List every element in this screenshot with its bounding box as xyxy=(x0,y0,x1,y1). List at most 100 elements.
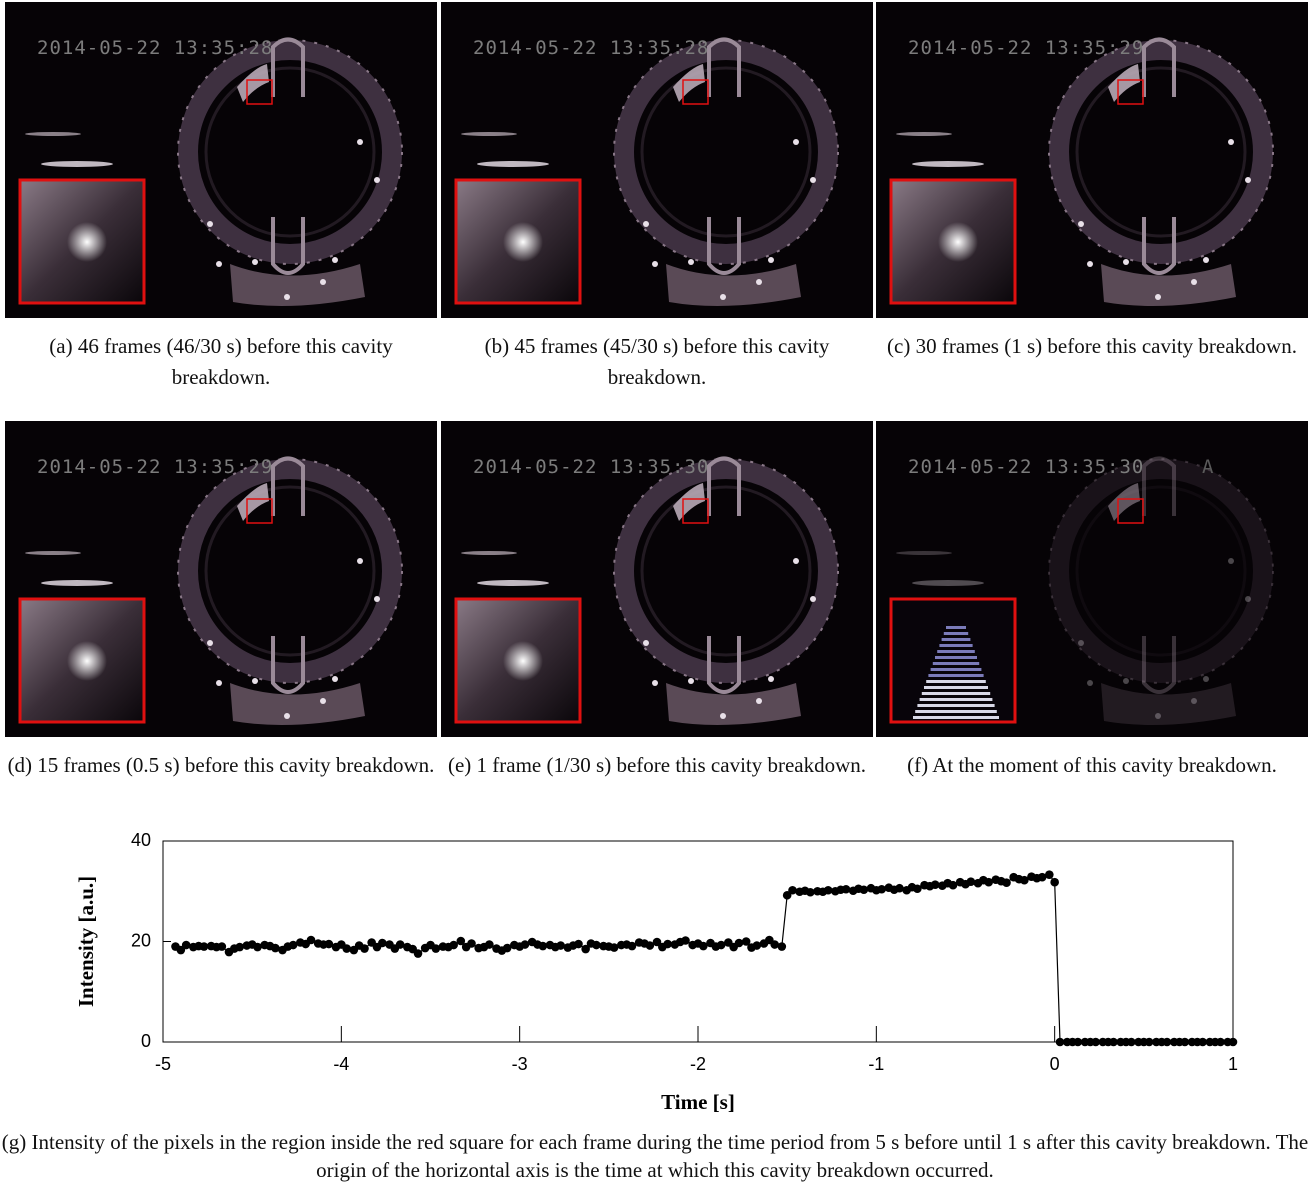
inset-stripe xyxy=(913,716,999,719)
panel-caption: (e) 1 frame (1/30 s) before this cavity … xyxy=(447,753,867,777)
y-axis-title: Intensity [a.u.] xyxy=(74,876,98,1007)
y-tick-label: 40 xyxy=(131,830,151,850)
data-point xyxy=(395,940,405,949)
inset-frame xyxy=(18,178,146,305)
data-point xyxy=(271,943,280,953)
cavity-ring xyxy=(614,459,838,683)
timestamp: 2014-05-22 13:35:29 xyxy=(908,37,1144,59)
data-point xyxy=(1037,872,1047,882)
data-point xyxy=(253,942,262,952)
inset-spark xyxy=(503,222,543,262)
cavity-ring xyxy=(1049,459,1273,683)
data-point xyxy=(581,944,590,954)
data-point xyxy=(413,949,423,958)
data-point xyxy=(681,936,690,945)
highlight xyxy=(252,259,258,265)
timestamp: 2014-05-22 13:35:28 xyxy=(473,37,709,59)
data-point xyxy=(176,945,186,955)
highlight xyxy=(207,221,213,227)
data-point xyxy=(1216,1037,1225,1047)
highlight xyxy=(1155,713,1161,719)
highlight xyxy=(1245,177,1251,183)
cavity-ring-edge xyxy=(177,458,403,684)
highlight xyxy=(688,678,694,684)
highlight xyxy=(207,640,213,646)
cavity-neck-top xyxy=(707,456,741,516)
highlight xyxy=(688,259,694,265)
data-point xyxy=(1228,1037,1238,1047)
streak xyxy=(477,580,549,586)
cavity-glow xyxy=(237,483,269,521)
cavity-neck-top xyxy=(1142,37,1176,97)
inset-frame xyxy=(889,178,1017,305)
inset-stripe xyxy=(946,626,966,629)
inset-spark xyxy=(938,222,978,262)
cavity-ring xyxy=(1049,40,1273,264)
data-point xyxy=(1198,1037,1207,1047)
highlight xyxy=(332,676,338,682)
timestamp: 2014-05-22 13:35:30 xyxy=(908,456,1144,478)
inset-stripe xyxy=(939,644,973,647)
data-point xyxy=(663,939,672,949)
data-point xyxy=(1002,878,1011,888)
inset-frame xyxy=(889,597,1017,724)
cavity-glow xyxy=(1108,483,1140,521)
timestamp: 2014-05-22 13:35:30 xyxy=(473,456,709,478)
cavity-inner xyxy=(1075,66,1247,238)
inset-frame xyxy=(454,597,582,724)
x-tick-label: 1 xyxy=(1228,1054,1238,1074)
cavity-neck-bottom xyxy=(271,217,305,275)
panel-caption: (a) 46 frames (46/30 s) before this cavi… xyxy=(49,334,393,389)
inset-stripe xyxy=(919,698,993,701)
data-point xyxy=(378,938,387,948)
y-tick-label: 0 xyxy=(141,1031,151,1051)
data-point xyxy=(342,944,351,953)
intensity-chart: 0 20 40 -5 -4 -3 -2 -1 0 1 Time [s] Intensity [a.u.… xyxy=(74,830,1238,1114)
x-tick-label: -4 xyxy=(333,1054,349,1074)
data-point xyxy=(652,937,662,947)
data-point xyxy=(306,935,316,945)
cavity-glow xyxy=(237,64,269,102)
cavity-ring-edge xyxy=(1048,458,1274,684)
highlight xyxy=(643,221,649,227)
photo-panel: 2014-05-22 13:35:28 xyxy=(441,2,873,318)
data-point xyxy=(360,944,369,953)
cavity-plate xyxy=(230,264,365,306)
cavity-plate xyxy=(666,264,801,306)
inset-stripe xyxy=(924,686,988,689)
data-point xyxy=(1091,1037,1100,1047)
data-point xyxy=(699,941,708,951)
highlight xyxy=(1078,640,1084,646)
data-point xyxy=(592,940,601,950)
highlight xyxy=(720,294,726,300)
roi-square xyxy=(682,498,709,524)
streak xyxy=(912,580,984,586)
highlight xyxy=(652,680,658,686)
highlight xyxy=(374,177,380,183)
highlight xyxy=(1123,259,1129,265)
streak xyxy=(41,161,113,167)
data-point xyxy=(1144,1037,1154,1047)
data-point xyxy=(823,885,833,895)
inset-stripe xyxy=(935,656,977,659)
cavity-inner xyxy=(1075,485,1247,657)
highlight xyxy=(284,713,290,719)
roi-square xyxy=(246,498,273,524)
cavity-neck-top xyxy=(1142,456,1176,516)
photo: 2014-05-22 13:35:28 xyxy=(441,2,873,318)
photo: 2014-05-22 13:35:28 xyxy=(5,2,437,318)
photo-panel: 2014-05-22 13:35:30 xyxy=(441,421,873,737)
cavity-ring-edge xyxy=(1048,39,1274,265)
photo: 2014-05-22 13:35:30 A xyxy=(876,421,1308,737)
streak xyxy=(896,132,952,136)
highlight xyxy=(216,680,222,686)
panel-caption: (b) 45 frames (45/30 s) before this cavi… xyxy=(484,334,830,389)
data-point xyxy=(449,940,458,950)
data-point xyxy=(913,884,922,894)
data-point xyxy=(877,884,886,894)
timestamp: 2014-05-22 13:35:28 xyxy=(37,37,273,59)
data-point xyxy=(1073,1037,1083,1047)
highlight xyxy=(1155,294,1161,300)
highlight xyxy=(216,261,222,267)
data-point xyxy=(859,885,869,895)
